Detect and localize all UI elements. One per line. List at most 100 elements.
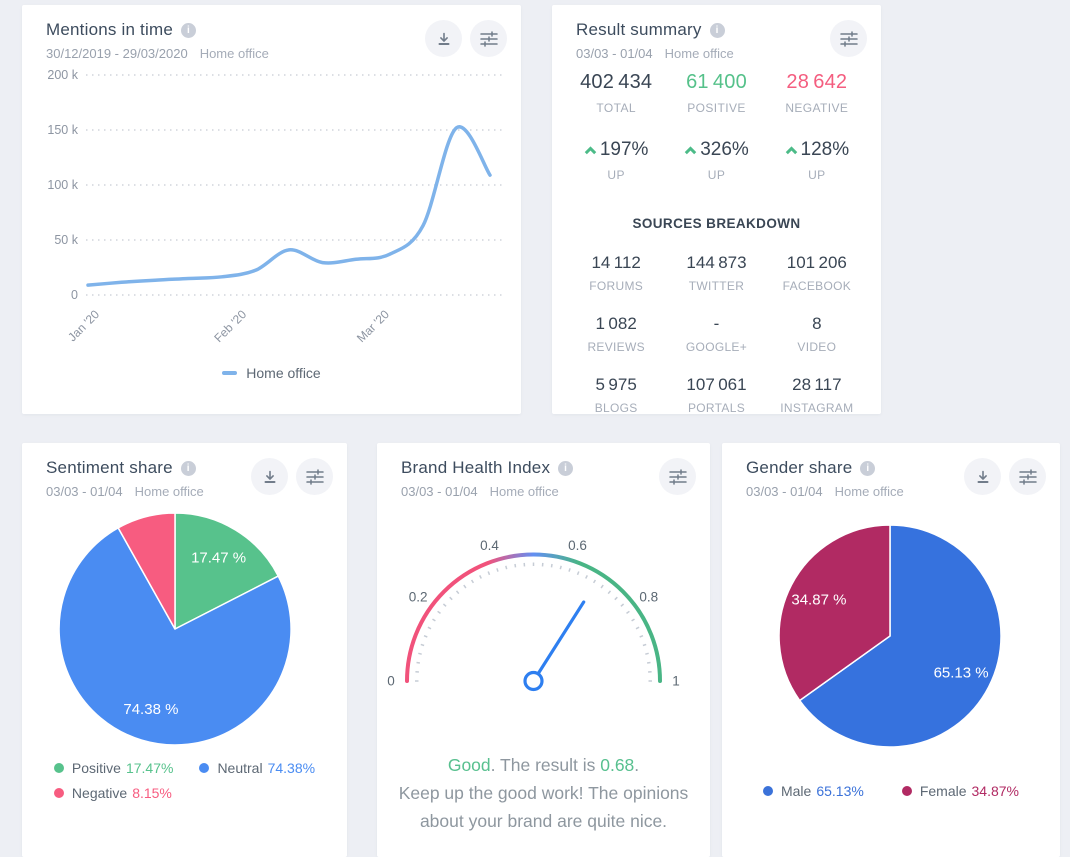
stat-value: 61 400	[666, 71, 766, 94]
svg-text:150 k: 150 k	[47, 123, 78, 137]
up-arrow-icon	[785, 145, 798, 156]
change-label: UP	[566, 168, 666, 182]
card-actions	[651, 458, 696, 495]
stat-value: 402 434	[566, 71, 666, 94]
summary-changes: 197% UP 326% UP 128% UP	[552, 139, 881, 182]
change-positive: 326% UP	[666, 139, 766, 182]
sliders-icon	[669, 469, 687, 485]
project-label: Home office	[835, 484, 904, 499]
sources-breakdown-heading: SOURCES BREAKDOWN	[552, 216, 881, 231]
info-icon[interactable]: i	[558, 461, 573, 476]
download-icon	[975, 469, 991, 485]
legend-dot	[902, 786, 912, 796]
bhi-advice: Keep up the good work! The opinions abou…	[399, 783, 689, 831]
card-title: Result summary i	[576, 20, 734, 40]
line-series[interactable]	[88, 127, 490, 285]
card-actions	[417, 20, 507, 57]
settings-button[interactable]	[470, 20, 507, 57]
card-title-text: Sentiment share	[46, 458, 173, 478]
sliders-icon	[840, 31, 858, 47]
change-value: 197%	[600, 139, 649, 161]
pie-data-label: 65.13 %	[934, 665, 989, 682]
sentiment-pie-chart[interactable]: 17.47 % 74.38 %	[22, 508, 347, 758]
gauge-needle	[534, 602, 584, 681]
card-title-text: Brand Health Index	[401, 458, 550, 478]
gauge-tick-label: 1	[672, 674, 680, 689]
settings-button[interactable]	[1009, 458, 1046, 495]
info-icon[interactable]: i	[710, 23, 725, 38]
project-label: Home office	[135, 484, 204, 499]
svg-text:100 k: 100 k	[47, 178, 78, 192]
card-actions	[822, 20, 867, 57]
change-value: 326%	[700, 139, 749, 161]
date-range: 03/03 - 01/04	[746, 484, 823, 499]
change-total: 197% UP	[566, 139, 666, 182]
info-icon[interactable]: i	[181, 461, 196, 476]
settings-button[interactable]	[296, 458, 333, 495]
settings-button[interactable]	[830, 20, 867, 57]
change-label: UP	[666, 168, 766, 182]
gauge-tick-label: 0	[387, 674, 395, 689]
download-button[interactable]	[425, 20, 462, 57]
sliders-icon	[306, 469, 324, 485]
date-range: 03/03 - 01/04	[401, 484, 478, 499]
svg-text:Feb '20: Feb '20	[211, 307, 249, 345]
project-label: Home office	[200, 46, 269, 61]
svg-text:50 k: 50 k	[54, 233, 78, 247]
gauge-arc	[407, 555, 660, 682]
card-title-text: Result summary	[576, 20, 702, 40]
info-icon[interactable]: i	[181, 23, 196, 38]
pie-data-label: 17.47 %	[191, 550, 246, 567]
change-value: 128%	[801, 139, 850, 161]
up-arrow-icon	[684, 145, 697, 156]
change-label: UP	[767, 168, 867, 182]
line-chart-legend[interactable]: Home office	[22, 365, 521, 381]
sliders-icon	[480, 31, 498, 47]
bhi-result-text: Good. The result is 0.68. Keep up the go…	[395, 751, 692, 835]
legend-dot	[199, 763, 209, 773]
bhi-value: 0.68	[600, 755, 634, 775]
pie-data-label: 74.38 %	[123, 701, 178, 718]
gauge-tick-label: 0.8	[639, 590, 658, 605]
card-title: Sentiment share i	[46, 458, 204, 478]
svg-text:200 k: 200 k	[47, 68, 78, 82]
settings-button[interactable]	[659, 458, 696, 495]
source-googleplus: -GOOGLE+	[666, 314, 766, 354]
card-actions	[956, 458, 1046, 495]
download-button[interactable]	[964, 458, 1001, 495]
gender-pie-chart[interactable]: 65.13 %34.87 %	[722, 514, 1060, 754]
info-icon[interactable]: i	[860, 461, 875, 476]
stat-label: NEGATIVE	[767, 101, 867, 115]
download-button[interactable]	[251, 458, 288, 495]
legend-dot	[54, 763, 64, 773]
svg-text:0: 0	[71, 288, 78, 302]
svg-text:Mar '20: Mar '20	[354, 307, 392, 345]
